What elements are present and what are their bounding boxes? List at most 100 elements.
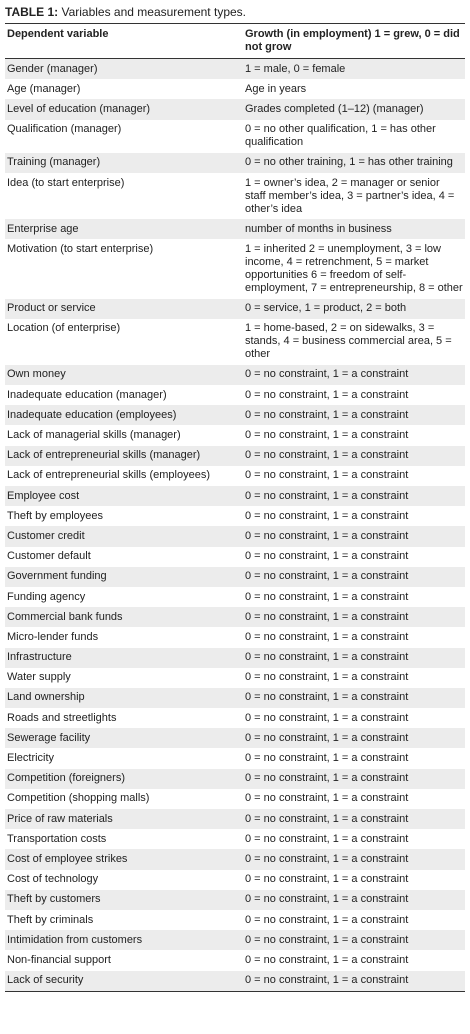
measurement-cell: 0 = no constraint, 1 = a constraint xyxy=(245,509,409,522)
variable-cell: Location (of enterprise) xyxy=(7,322,121,335)
variable-cell: Infrastructure xyxy=(5,647,243,668)
variable-cell: Roads and streetlights xyxy=(7,711,117,724)
variable-cell: Government funding xyxy=(5,566,243,587)
variable-cell: Cost of technology xyxy=(7,873,99,886)
variable-cell: Competition (shopping malls) xyxy=(7,792,150,805)
table-container: TABLE 1: Variables and measurement types… xyxy=(5,4,465,992)
table-row: Government funding 0 = no constraint, 1 =… xyxy=(5,566,465,587)
measurement-cell: 0 = no constraint, 1 = a constraint xyxy=(245,913,409,926)
table-row: Idea (to start enterprise) 1 = owner’s id… xyxy=(5,173,465,219)
table-row: Competition (foreigners) 0 = no constrain… xyxy=(5,768,465,789)
variable-cell: Price of raw materials xyxy=(5,809,243,830)
table-row: Infrastructure 0 = no constraint, 1 = a c… xyxy=(5,647,465,668)
variable-cell: Theft by criminals xyxy=(7,913,94,926)
table-row: Product or service 0 = service, 1 = produ… xyxy=(5,298,465,319)
variable-cell: Funding agency xyxy=(7,590,86,603)
variable-cell: Motivation (to start enterprise) xyxy=(7,242,154,255)
variable-cell: Electricity xyxy=(7,752,55,765)
table-row: Land ownership 0 = no constraint, 1 = a c… xyxy=(5,687,465,709)
measurement-cell: 1 = owner’s idea, 2 = manager or senior … xyxy=(245,176,455,215)
table-row: Cost of employee strikes 0 = no constrain… xyxy=(5,849,465,870)
measurement-cell: 0 = no constraint, 1 = a constraint xyxy=(243,889,465,910)
measurement-cell: 1 = male, 0 = female xyxy=(243,58,465,80)
table-row: Non-financial support 0 = no constraint, … xyxy=(5,950,465,970)
variable-cell: Customer credit xyxy=(5,526,243,547)
variable-cell: Inadequate education (manager) xyxy=(7,388,167,401)
table-row: Lack of managerial skills (manager) 0 = n… xyxy=(5,425,465,445)
measurement-cell: 0 = no constraint, 1 = a constraint xyxy=(245,469,409,482)
variable-cell: Product or service xyxy=(5,298,243,319)
variable-cell: Intimidation from customers xyxy=(5,930,243,951)
header-cell: Growth (in employment) 1 = grew, 0 = did… xyxy=(243,23,465,59)
measurement-cell: Grades completed (1–12) (manager) xyxy=(243,99,465,120)
table-row: Sewerage facility 0 = no constraint, 1 = … xyxy=(5,728,465,749)
measurement-cell: 0 = no constraint, 1 = a constraint xyxy=(243,849,465,870)
measurement-cell: 0 = no constraint, 1 = a constraint xyxy=(243,728,465,749)
table-row: Enterprise age number of months in busine… xyxy=(5,219,465,240)
table: Dependent variable Growth (in employment… xyxy=(5,23,465,992)
measurement-cell: 1 = home-based, 2 = on sidewalks, 3 = st… xyxy=(245,322,452,361)
variable-cell: Lack of managerial skills (manager) xyxy=(7,429,181,442)
measurement-cell: 0 = no constraint, 1 = a constraint xyxy=(245,590,409,603)
variable-cell: Theft by employees xyxy=(7,509,103,522)
measurement-cell: Age in years xyxy=(245,82,307,95)
table-row: Inadequate education (employees) 0 = no c… xyxy=(5,405,465,426)
variable-cell: Own money xyxy=(5,364,243,386)
measurement-cell: 0 = no constraint, 1 = a constraint xyxy=(243,607,465,628)
table-row: Customer credit 0 = no constraint, 1 = a … xyxy=(5,526,465,547)
measurement-cell: 0 = no constraint, 1 = a constraint xyxy=(243,809,465,830)
measurement-cell: 0 = no constraint, 1 = a constraint xyxy=(243,647,465,668)
variable-cell: Level of education (manager) xyxy=(5,99,243,120)
variable-cell: Water supply xyxy=(7,671,71,684)
measurement-cell: 0 = no constraint, 1 = a constraint xyxy=(245,711,409,724)
variable-cell: Cost of employee strikes xyxy=(5,849,243,870)
table-row: Own money 0 = no constraint, 1 = a constr… xyxy=(5,364,465,386)
measurement-cell: 0 = no constraint, 1 = a constraint xyxy=(245,792,409,805)
header-row: Dependent variable Growth (in employment… xyxy=(5,23,465,59)
table-row: Gender (manager) 1 = male, 0 = female xyxy=(5,58,465,80)
measurement-cell: 0 = no constraint, 1 = a constraint xyxy=(243,566,465,587)
variable-cell: Age (manager) xyxy=(7,82,81,95)
table-row: Inadequate education (manager) 0 = no con… xyxy=(5,385,465,405)
measurement-cell: 0 = no constraint, 1 = a constraint xyxy=(243,445,465,466)
table-row: Theft by criminals 0 = no constraint, 1 =… xyxy=(5,910,465,930)
table-row: Cost of technology 0 = no constraint, 1 =… xyxy=(5,870,465,890)
caption-label: TABLE 1: xyxy=(5,5,59,19)
measurement-cell: 0 = no constraint, 1 = a constraint xyxy=(243,405,465,426)
variable-cell: Idea (to start enterprise) xyxy=(7,176,125,189)
measurement-cell: 0 = no constraint, 1 = a constraint xyxy=(243,526,465,547)
variable-cell: Lack of entrepreneurial skills (manager) xyxy=(5,445,243,466)
table-row: Lack of security 0 = no constraint, 1 = a… xyxy=(5,970,465,992)
measurement-cell: 0 = no constraint, 1 = a constraint xyxy=(245,429,409,442)
measurement-cell: 0 = service, 1 = product, 2 = both xyxy=(243,298,465,319)
measurement-cell: 0 = no constraint, 1 = a constraint xyxy=(245,550,409,563)
measurement-cell: 0 = no constraint, 1 = a constraint xyxy=(245,953,409,966)
table-row: Micro-lender funds 0 = no constraint, 1 =… xyxy=(5,627,465,647)
table-row: Lack of entrepreneurial skills (manager)… xyxy=(5,445,465,466)
table-row: Motivation (to start enterprise) 1 = inhe… xyxy=(5,239,465,298)
header-cell: Dependent variable xyxy=(5,23,243,59)
table-row: Intimidation from customers 0 = no constr… xyxy=(5,930,465,951)
measurement-cell: 0 = no constraint, 1 = a constraint xyxy=(243,486,465,507)
measurement-cell: 0 = no constraint, 1 = a constraint xyxy=(243,930,465,951)
table-row: Qualification (manager) 0 = no other qual… xyxy=(5,120,465,153)
measurement-cell: 0 = no constraint, 1 = a constraint xyxy=(245,752,409,765)
measurement-cell: 0 = no constraint, 1 = a constraint xyxy=(245,671,409,684)
measurement-cell: 0 = no constraint, 1 = a constraint xyxy=(245,388,409,401)
variable-cell: Enterprise age xyxy=(5,219,243,240)
table-row: Customer default 0 = no constraint, 1 = a… xyxy=(5,547,465,567)
variable-cell: Transportation costs xyxy=(7,832,107,845)
variable-cell: Competition (foreigners) xyxy=(5,768,243,789)
variable-cell: Lack of entrepreneurial skills (employee… xyxy=(7,469,210,482)
table-row: Competition (shopping malls) 0 = no const… xyxy=(5,789,465,809)
caption: TABLE 1: Variables and measurement types… xyxy=(5,4,465,20)
variable-cell: Employee cost xyxy=(5,486,243,507)
table-row: Water supply 0 = no constraint, 1 = a con… xyxy=(5,668,465,688)
variable-cell: Non-financial support xyxy=(7,953,111,966)
table-row: Theft by customers 0 = no constraint, 1 =… xyxy=(5,889,465,910)
table-row: Electricity 0 = no constraint, 1 = a cons… xyxy=(5,748,465,768)
variable-cell: Micro-lender funds xyxy=(7,630,99,643)
table-row: Employee cost 0 = no constraint, 1 = a co… xyxy=(5,486,465,507)
table-row: Lack of entrepreneurial skills (employee… xyxy=(5,466,465,486)
